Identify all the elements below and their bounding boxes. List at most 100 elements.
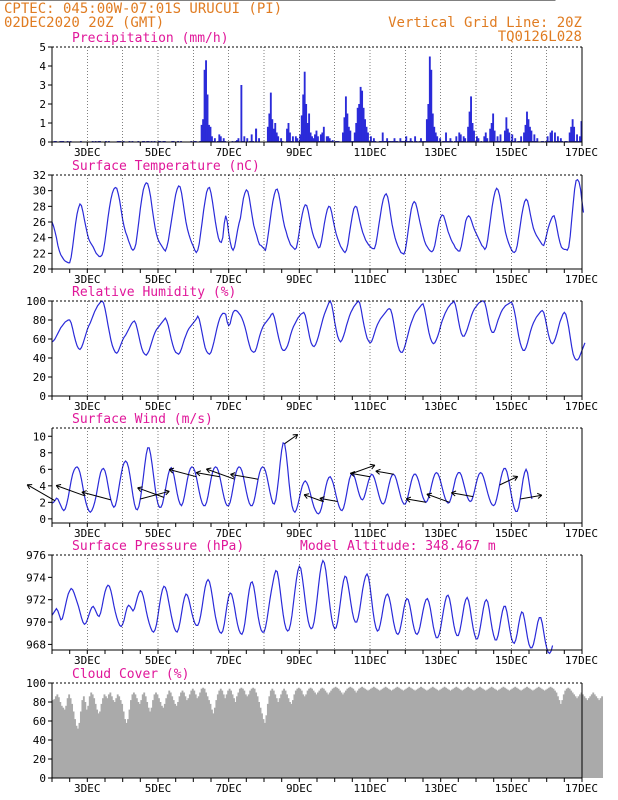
cloud-bar [165, 698, 168, 778]
wind-arrow-head [303, 494, 308, 499]
cloud-bar [193, 690, 196, 778]
cloud-bar [94, 703, 97, 778]
wind-arrow [284, 434, 299, 445]
cloud-bar [576, 698, 578, 778]
precip-bar [433, 126, 436, 142]
wind-arrow [81, 490, 112, 501]
cloud-bar [361, 686, 364, 778]
cloud-bar [96, 709, 99, 778]
precip-bar [343, 117, 346, 142]
precip-day-label: 7DEC [215, 146, 242, 159]
cloud-bar [284, 690, 287, 778]
wind-arrow-head [512, 475, 518, 477]
cloud-bar [573, 694, 576, 778]
cloud-bar [421, 687, 424, 778]
wind-arrow-head [164, 489, 170, 492]
precip-bar [246, 138, 249, 142]
cloud-bar [483, 689, 486, 778]
precip-bar [414, 136, 417, 142]
cloud-bar [350, 687, 353, 778]
precip-bar [255, 128, 258, 142]
precip-bar [568, 132, 571, 142]
cloud-bar [205, 692, 207, 778]
cloud-bar [430, 687, 433, 778]
precip-bar [511, 134, 514, 142]
cloud-bar [250, 688, 253, 778]
wind-ytick-label: 0 [39, 513, 46, 526]
cloud-bar [502, 686, 505, 778]
cloud-bar [505, 688, 508, 778]
precip-bar [476, 136, 478, 142]
cloud-bar [564, 690, 567, 778]
precip-bar [445, 132, 447, 142]
cloud-bar [458, 688, 461, 778]
cloud-bar [327, 694, 330, 778]
rh-day-label: 17DEC [565, 400, 598, 413]
precip-bar [484, 132, 487, 142]
cloud-bar [487, 688, 490, 778]
precip-bar [269, 92, 272, 142]
cloud-bar [281, 690, 284, 778]
rh-day-label: 11DEC [353, 400, 386, 413]
cloud-bar [59, 702, 62, 778]
temp-day-label: 3DEC [74, 273, 101, 286]
precip-day-label: 5DEC [145, 146, 172, 159]
precip-bar [289, 132, 291, 142]
cloud-day-label: 3DEC [74, 782, 101, 795]
cloud-bar [109, 692, 112, 778]
precip-ytick-label: 5 [39, 41, 46, 54]
cloud-bar [375, 688, 378, 778]
wind-arrow [451, 490, 474, 498]
precip-bar [439, 138, 442, 142]
wind-arrow-head [537, 494, 543, 499]
precip-bar [321, 132, 324, 142]
precip-bar [533, 134, 536, 142]
wind-arrow-head [165, 490, 170, 496]
wind-day-label: 7DEC [215, 527, 242, 540]
cloud-bar [367, 690, 369, 778]
precip-bar [367, 132, 369, 142]
cloud-bar [501, 687, 503, 778]
cloud-bar [448, 689, 450, 778]
wind-arrow-shaft [520, 494, 542, 500]
cloud-bar [150, 707, 153, 778]
wind-arrow [26, 484, 56, 502]
precip-bar [349, 130, 352, 142]
cloud-bar [586, 700, 589, 778]
wind-arrow-head [426, 493, 431, 499]
precip-bar [296, 138, 299, 142]
cloud-bar [84, 702, 87, 778]
cloud-day-label: 13DEC [424, 782, 457, 795]
pressure-day-label: 9DEC [286, 654, 313, 667]
cloud-bar [371, 687, 374, 778]
wind-arrow-shaft [26, 484, 56, 502]
cloud-bar [172, 700, 175, 778]
cloud-bar [255, 692, 258, 778]
cloud-bar [299, 688, 302, 778]
cloud-bar [549, 686, 552, 778]
cloud-bar [57, 697, 60, 778]
cloud-day-label: 11DEC [353, 782, 386, 795]
cloud-bar [162, 707, 165, 778]
precip-ytick-label: 4 [39, 60, 46, 73]
cloud-bar [75, 725, 78, 778]
cloud-bar [499, 688, 502, 778]
cloud-bar [347, 687, 350, 778]
cloud-bar [480, 687, 483, 778]
precip-bar [203, 69, 206, 142]
cloud-bar [402, 690, 405, 778]
cloud-bar [383, 687, 386, 778]
cloud-bar [127, 719, 129, 778]
cloud-bar [228, 688, 231, 778]
precip-day-label: 15DEC [495, 146, 528, 159]
precip-day-label: 17DEC [565, 146, 598, 159]
cloud-bar [339, 690, 341, 778]
cloud-bar [268, 696, 271, 778]
cloud-bar [289, 702, 291, 778]
cloud-bar [107, 694, 110, 778]
cloud-bar [596, 698, 599, 778]
wind-arrow-shaft [499, 476, 518, 486]
cloud-bar [433, 687, 436, 778]
precip-bar [211, 136, 213, 142]
